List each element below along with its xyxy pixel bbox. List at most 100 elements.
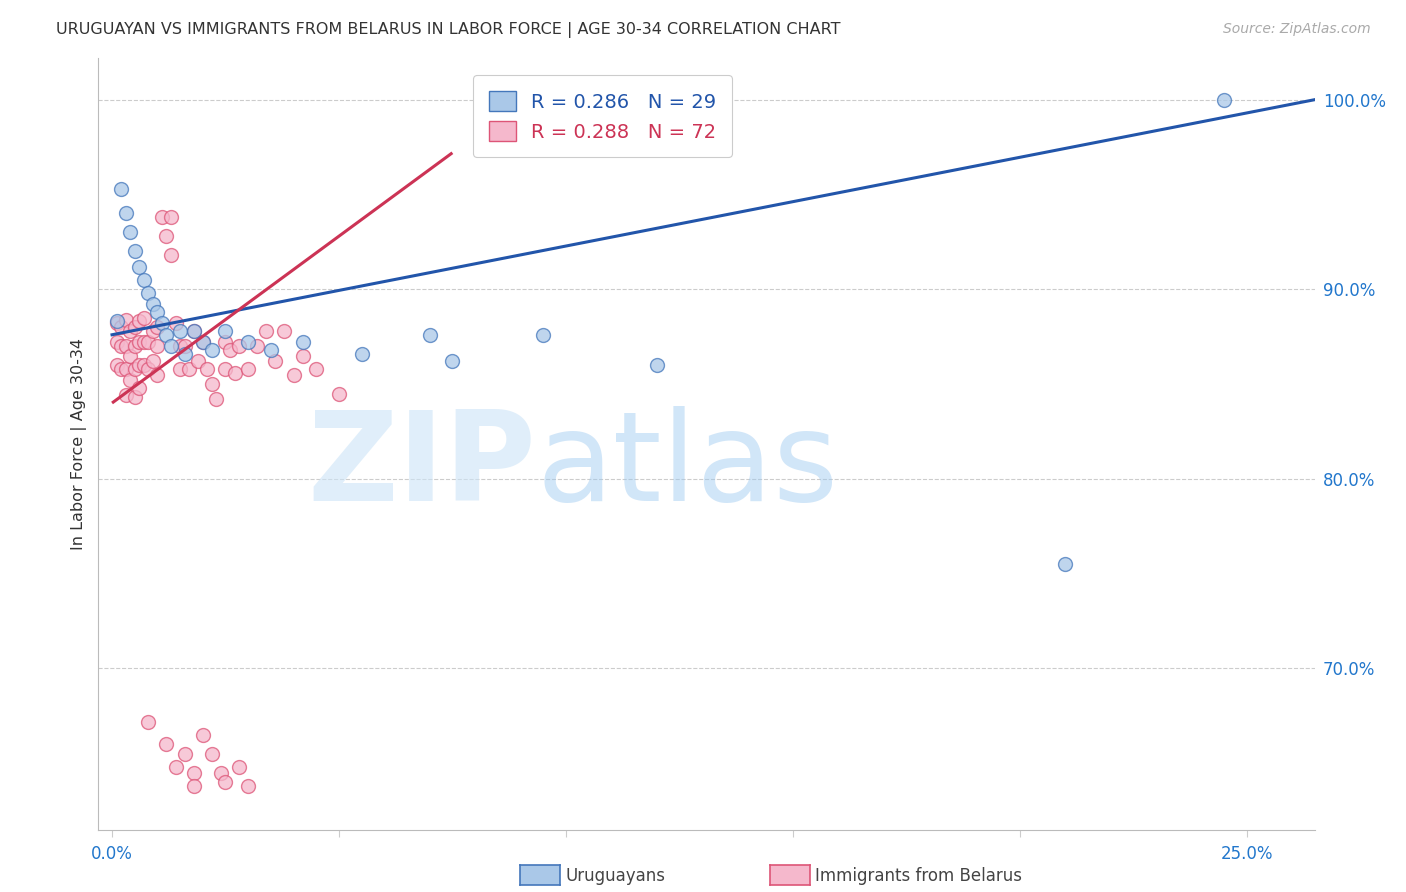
Point <box>146 320 169 334</box>
Point <box>120 373 142 387</box>
Point <box>128 260 150 274</box>
Point <box>441 354 464 368</box>
Point <box>120 226 142 240</box>
Point <box>228 760 250 774</box>
Point <box>120 349 142 363</box>
Point <box>214 335 236 350</box>
Point <box>114 206 136 220</box>
Point <box>165 317 187 331</box>
Point <box>219 343 242 357</box>
Point <box>132 310 155 325</box>
Point <box>283 368 305 382</box>
Point <box>124 320 146 334</box>
Point <box>105 335 128 350</box>
Point <box>132 273 155 287</box>
Point <box>128 381 150 395</box>
Point <box>173 747 195 761</box>
Point <box>179 362 201 376</box>
Point <box>120 324 142 338</box>
Point <box>105 358 128 372</box>
Point <box>187 354 209 368</box>
Point <box>169 324 191 338</box>
Point <box>183 779 205 793</box>
Legend: R = 0.286   N = 29, R = 0.288   N = 72: R = 0.286 N = 29, R = 0.288 N = 72 <box>472 76 733 157</box>
Text: Uruguayans: Uruguayans <box>565 867 665 885</box>
Point <box>138 335 160 350</box>
Point <box>105 317 128 331</box>
Y-axis label: In Labor Force | Age 30-34: In Labor Force | Age 30-34 <box>72 338 87 549</box>
Point <box>224 366 246 380</box>
Point <box>305 362 328 376</box>
Point <box>160 339 183 353</box>
Point <box>132 358 155 372</box>
Point <box>124 244 146 259</box>
Point <box>128 358 150 372</box>
Point <box>110 182 132 196</box>
Point <box>195 362 218 376</box>
Point <box>142 354 165 368</box>
Point <box>114 312 136 326</box>
Point <box>114 339 136 353</box>
Point <box>169 362 191 376</box>
Text: URUGUAYAN VS IMMIGRANTS FROM BELARUS IN LABOR FORCE | AGE 30-34 CORRELATION CHAR: URUGUAYAN VS IMMIGRANTS FROM BELARUS IN … <box>56 22 841 38</box>
Point <box>155 229 177 244</box>
Point <box>238 362 260 376</box>
Point <box>124 362 146 376</box>
Point <box>128 335 150 350</box>
Point <box>169 339 191 353</box>
Point <box>214 775 236 789</box>
Point <box>264 354 287 368</box>
Point <box>132 335 155 350</box>
Point <box>114 388 136 402</box>
Point <box>419 327 441 342</box>
Point <box>150 211 173 225</box>
Point <box>328 386 350 401</box>
Point <box>191 728 214 742</box>
Point <box>254 324 277 338</box>
Text: Source: ZipAtlas.com: Source: ZipAtlas.com <box>1223 22 1371 37</box>
Point <box>214 324 236 338</box>
Point <box>1053 557 1076 571</box>
Point <box>214 362 236 376</box>
Point <box>165 760 187 774</box>
Text: ZIP: ZIP <box>308 407 536 527</box>
Point <box>201 343 224 357</box>
Point <box>201 747 224 761</box>
Point <box>138 714 160 729</box>
Point <box>155 327 177 342</box>
Point <box>191 335 214 350</box>
Point <box>173 347 195 361</box>
Point <box>142 324 165 338</box>
Point <box>155 737 177 751</box>
Point <box>173 339 195 353</box>
Point <box>228 339 250 353</box>
Point <box>142 297 165 311</box>
Point <box>291 349 314 363</box>
Point <box>246 339 269 353</box>
Point <box>110 362 132 376</box>
Point <box>350 347 373 361</box>
Point <box>183 765 205 780</box>
Point <box>183 324 205 338</box>
Point <box>1212 93 1234 107</box>
Text: Immigrants from Belarus: Immigrants from Belarus <box>815 867 1022 885</box>
Point <box>291 335 314 350</box>
Point <box>110 339 132 353</box>
Point <box>128 314 150 328</box>
Point <box>645 358 668 372</box>
Point <box>124 339 146 353</box>
Point <box>205 392 228 407</box>
Point <box>105 314 128 328</box>
Point <box>150 317 173 331</box>
Point <box>209 765 232 780</box>
Point <box>124 390 146 404</box>
Point <box>146 368 169 382</box>
Point <box>191 335 214 350</box>
Point <box>531 327 554 342</box>
Point <box>138 286 160 301</box>
Point <box>238 779 260 793</box>
Point <box>110 320 132 334</box>
Point <box>183 324 205 338</box>
Text: atlas: atlas <box>536 407 838 527</box>
Point <box>146 339 169 353</box>
